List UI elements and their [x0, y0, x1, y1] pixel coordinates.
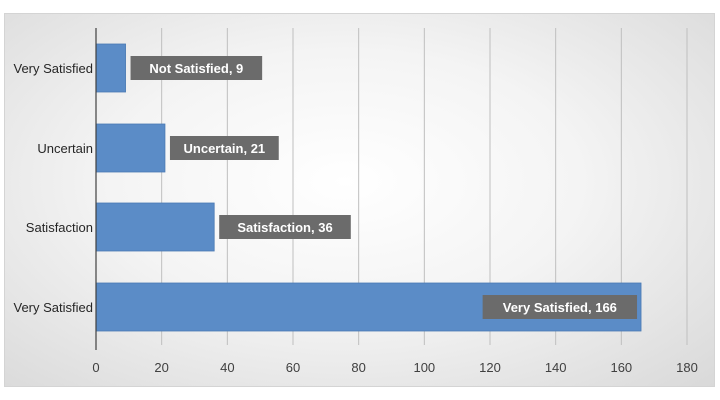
bar: [95, 202, 215, 252]
category-label: Uncertain: [37, 141, 93, 156]
x-tick-label: 160: [610, 360, 632, 375]
x-tick-label: 40: [220, 360, 234, 375]
data-label: Satisfaction, 36: [237, 220, 332, 235]
data-label-background: [169, 136, 279, 160]
x-tick-label: 60: [286, 360, 300, 375]
category-label: Satisfaction: [26, 220, 93, 235]
x-tick-label: 20: [154, 360, 168, 375]
x-tick-label: 120: [479, 360, 501, 375]
category-label: Very Satisfied: [14, 300, 94, 315]
data-label: Not Satisfied, 9: [149, 61, 243, 76]
data-label-background: [219, 215, 351, 239]
bar: [95, 43, 126, 93]
category-label: Very Satisfied: [14, 61, 94, 76]
data-label-background: [130, 56, 263, 80]
bar: [95, 123, 166, 173]
data-label-background: [482, 295, 638, 319]
data-label: Very Satisfied, 166: [503, 300, 617, 315]
x-tick-label: 80: [351, 360, 365, 375]
x-tick-label: 180: [676, 360, 698, 375]
x-tick-label: 0: [92, 360, 99, 375]
x-tick-label: 140: [545, 360, 567, 375]
x-tick-label: 100: [413, 360, 435, 375]
data-label: Uncertain, 21: [184, 141, 266, 156]
